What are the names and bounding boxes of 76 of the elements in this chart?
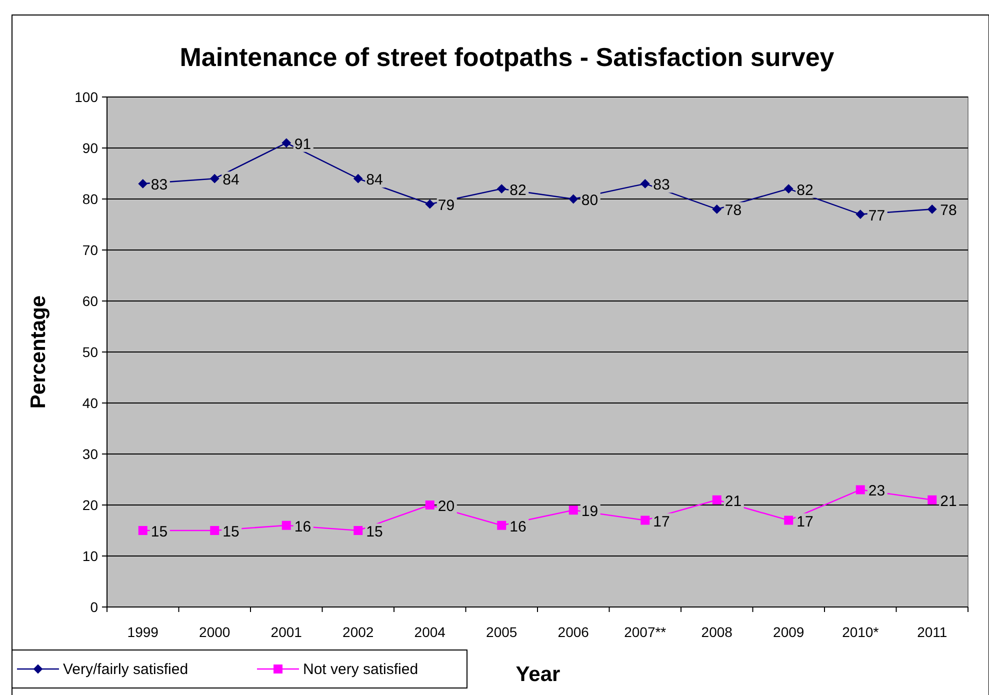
point [282,520,291,530]
data-label: 77 [868,207,886,224]
y-tick-label: 0 [90,599,98,615]
x-tick-label: 2006 [558,624,590,640]
y-tick-label: 20 [82,497,98,513]
data-label: 83 [653,176,670,194]
point [712,495,722,504]
y-tick-label: 60 [82,293,98,309]
data-label: 15 [366,524,383,540]
point [354,174,363,184]
point [425,500,434,510]
data-label: 80 [581,192,598,209]
point [497,520,506,530]
point [210,174,220,184]
data-label: 19 [581,503,598,520]
data-label: 21 [940,492,957,510]
y-tick-label: 100 [74,89,98,105]
x-tick-label: 2001 [270,624,302,640]
x-tick-label: 2004 [414,624,446,640]
data-label: 15 [150,524,168,540]
x-tick-label: 2002 [342,624,374,640]
point [568,194,578,204]
point [856,210,865,219]
y-tick-label: 30 [82,446,98,462]
data-label: 84 [222,172,240,189]
y-tick-label: 80 [82,191,98,207]
x-tick-label: 2010* [842,624,880,640]
y-axis-title: Percentage [27,295,50,409]
data-label: 15 [222,524,240,540]
x-tick-label: 2011 [917,624,948,640]
point [640,179,650,188]
point [568,506,578,515]
point [138,179,148,188]
point [640,516,650,525]
y-tick-label: 70 [82,242,98,258]
x-tick-label: 1999 [127,624,159,640]
data-label: 82 [796,182,814,199]
point [354,526,363,535]
point [282,138,291,148]
x-tick-label: 2009 [773,624,804,640]
point [784,184,794,194]
data-label: 17 [653,513,670,530]
y-tick-label: 90 [82,140,98,156]
data-label: 17 [796,513,814,530]
data-label: 23 [868,482,886,500]
y-tick-label: 10 [82,548,98,564]
point [210,526,220,535]
x-tick-label: 2008 [701,624,733,640]
point [928,204,937,214]
data-label: 78 [940,202,957,220]
point [712,204,722,214]
data-label: 79 [438,197,455,214]
point [784,516,794,525]
y-tick-label: 40 [82,395,98,411]
x-tick-label: 2000 [199,624,230,640]
chart-title: Maintenance of street footpaths - Satisfaction survey [180,42,835,72]
data-label: 21 [724,492,742,510]
data-label: 83 [150,176,168,194]
data-label: 16 [294,518,312,536]
point [138,526,148,535]
data-label: 91 [294,136,312,153]
data-label: 82 [510,182,526,199]
data-label: 16 [510,518,526,536]
legend-label: Not very satisfied [303,661,418,678]
data-label: 84 [366,172,383,189]
legend-label: Very/fairly satisfied [63,661,188,678]
x-tick-label: 2005 [486,624,518,640]
data-label: 20 [438,498,455,515]
x-axis-title: Year [516,663,560,686]
data-label: 78 [724,202,742,220]
y-tick-label: 50 [82,344,98,360]
x-tick-label: 2007** [624,624,667,640]
point [856,485,865,494]
point [425,200,434,209]
point [928,495,937,504]
point [497,184,506,194]
